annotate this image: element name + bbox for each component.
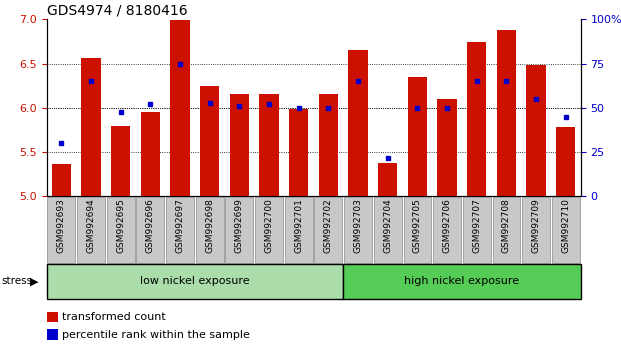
FancyBboxPatch shape: [552, 197, 580, 263]
FancyBboxPatch shape: [107, 197, 135, 263]
Text: GSM992706: GSM992706: [443, 199, 451, 253]
Text: GSM992697: GSM992697: [176, 199, 184, 253]
Bar: [141, 113, 160, 196]
FancyBboxPatch shape: [404, 197, 432, 263]
Bar: [437, 99, 457, 196]
Text: GSM992698: GSM992698: [206, 199, 214, 253]
FancyBboxPatch shape: [433, 197, 461, 263]
FancyBboxPatch shape: [77, 197, 105, 263]
Bar: [200, 86, 219, 196]
Bar: [556, 127, 576, 196]
FancyBboxPatch shape: [522, 197, 550, 263]
Text: high nickel exposure: high nickel exposure: [404, 276, 520, 286]
Bar: [319, 94, 338, 196]
Text: GSM992703: GSM992703: [353, 199, 363, 253]
Text: GSM992695: GSM992695: [116, 199, 125, 253]
Bar: [408, 77, 427, 196]
Bar: [230, 94, 249, 196]
FancyBboxPatch shape: [344, 197, 372, 263]
FancyBboxPatch shape: [463, 197, 491, 263]
Text: stress: stress: [1, 276, 32, 286]
Text: GSM992705: GSM992705: [413, 199, 422, 253]
FancyBboxPatch shape: [374, 197, 402, 263]
FancyBboxPatch shape: [47, 197, 75, 263]
Text: GSM992693: GSM992693: [57, 199, 66, 253]
FancyBboxPatch shape: [225, 197, 253, 263]
Bar: [260, 94, 279, 196]
FancyBboxPatch shape: [343, 264, 581, 299]
Bar: [527, 64, 546, 196]
Bar: [378, 163, 397, 196]
Text: GSM992707: GSM992707: [473, 199, 481, 253]
Text: GSM992702: GSM992702: [324, 199, 333, 253]
Text: percentile rank within the sample: percentile rank within the sample: [61, 330, 250, 339]
Text: GSM992709: GSM992709: [532, 199, 541, 253]
FancyBboxPatch shape: [196, 197, 224, 263]
Text: low nickel exposure: low nickel exposure: [140, 276, 250, 286]
Text: GSM992699: GSM992699: [235, 199, 244, 253]
Bar: [348, 50, 368, 196]
Bar: [111, 126, 130, 196]
Text: GDS4974 / 8180416: GDS4974 / 8180416: [47, 4, 187, 18]
Text: GSM992704: GSM992704: [383, 199, 392, 253]
Bar: [170, 21, 190, 196]
Bar: [47, 312, 58, 322]
FancyBboxPatch shape: [285, 197, 313, 263]
FancyBboxPatch shape: [314, 197, 342, 263]
Text: GSM992694: GSM992694: [86, 199, 96, 253]
Bar: [52, 164, 71, 196]
Text: GSM992701: GSM992701: [294, 199, 303, 253]
Bar: [81, 57, 101, 196]
FancyBboxPatch shape: [137, 197, 165, 263]
Text: transformed count: transformed count: [61, 312, 165, 322]
Bar: [467, 42, 486, 196]
Bar: [497, 30, 516, 196]
Text: GSM992700: GSM992700: [265, 199, 274, 253]
Text: GSM992708: GSM992708: [502, 199, 511, 253]
FancyBboxPatch shape: [255, 197, 283, 263]
Text: GSM992710: GSM992710: [561, 199, 570, 253]
FancyBboxPatch shape: [492, 197, 520, 263]
FancyBboxPatch shape: [47, 264, 343, 299]
Bar: [47, 329, 58, 340]
Text: GSM992696: GSM992696: [146, 199, 155, 253]
Bar: [289, 109, 309, 196]
FancyBboxPatch shape: [166, 197, 194, 263]
Text: ▶: ▶: [30, 276, 39, 286]
